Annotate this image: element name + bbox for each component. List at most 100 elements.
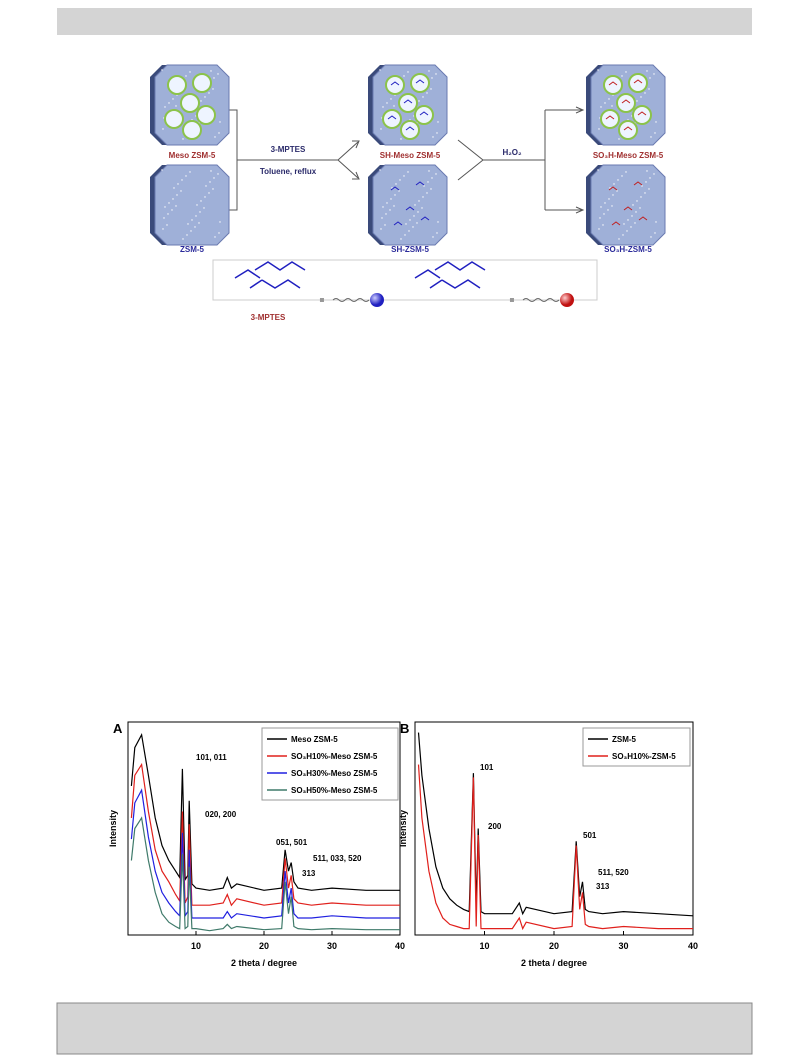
dot	[217, 73, 219, 75]
pore-group	[621, 99, 631, 104]
pore-group	[637, 111, 647, 116]
dot	[431, 77, 433, 79]
dot	[403, 175, 405, 177]
dot	[636, 200, 638, 202]
dot	[641, 185, 643, 187]
dot	[167, 213, 169, 215]
pore-group	[605, 115, 615, 120]
dot	[426, 92, 428, 94]
dot	[219, 121, 221, 123]
scheme-lines	[227, 109, 582, 211]
dot	[416, 222, 418, 224]
annotation: 020, 200	[205, 810, 237, 819]
dot	[209, 181, 211, 183]
dot	[436, 232, 438, 234]
chart: 10 20 30 40 2 theta / degree Intensity A 101, 0…	[108, 721, 405, 968]
dot	[162, 128, 164, 130]
dot	[623, 223, 625, 225]
dot	[430, 88, 432, 90]
dot	[616, 190, 618, 192]
dot	[644, 192, 646, 194]
pore	[182, 120, 202, 140]
pore-group	[405, 126, 415, 131]
dot	[649, 77, 651, 79]
legend-frame	[212, 259, 598, 301]
dot	[426, 192, 428, 194]
dot	[196, 204, 198, 206]
dot	[423, 185, 425, 187]
dot	[635, 211, 637, 213]
dot	[602, 224, 604, 226]
pore	[603, 75, 623, 95]
dot	[407, 71, 409, 73]
dot	[164, 106, 166, 108]
linkers	[332, 298, 560, 302]
dot	[621, 175, 623, 177]
dot	[214, 136, 216, 138]
series-line	[130, 762, 400, 907]
dot	[212, 88, 214, 90]
crystal	[590, 164, 666, 246]
dot	[655, 221, 657, 223]
dot	[634, 222, 636, 224]
dot	[649, 177, 651, 179]
dot	[182, 138, 184, 140]
dot	[413, 215, 415, 217]
panel-label: A	[113, 721, 123, 736]
arrow-heads	[352, 106, 585, 214]
dot	[182, 238, 184, 240]
dot	[213, 77, 215, 79]
pore-group	[623, 126, 633, 131]
dot	[645, 181, 647, 183]
dot	[604, 202, 606, 204]
dot	[618, 138, 620, 140]
pore	[414, 105, 434, 125]
dot	[379, 169, 381, 171]
dot	[393, 205, 395, 207]
dot	[627, 219, 629, 221]
dot	[166, 224, 168, 226]
dot	[175, 105, 177, 107]
annotation: 511, 520	[598, 868, 629, 877]
dot	[432, 236, 434, 238]
dot	[191, 219, 193, 221]
dot	[172, 198, 174, 200]
dot	[163, 217, 165, 219]
y-axis-label: Intensity	[398, 810, 408, 847]
group	[390, 186, 400, 191]
dot	[625, 71, 627, 73]
dot	[608, 198, 610, 200]
dot	[655, 121, 657, 123]
dot	[161, 169, 163, 171]
pore	[618, 120, 638, 140]
dot	[650, 136, 652, 138]
label: Toluene, reflux	[260, 167, 317, 176]
dot	[608, 98, 610, 100]
dot	[204, 96, 206, 98]
dot	[177, 183, 179, 185]
dot	[189, 71, 191, 73]
dot	[389, 209, 391, 211]
legend-label: ZSM-5	[612, 735, 637, 744]
dot	[414, 204, 416, 206]
dot	[435, 173, 437, 175]
dot	[646, 170, 648, 172]
x-axis-label: 2 theta / degree	[231, 958, 297, 968]
dot	[380, 128, 382, 130]
dot	[181, 179, 183, 181]
legend-label: SO₃H50%-Meso ZSM-5	[291, 786, 378, 795]
legend-box	[261, 727, 399, 801]
dot	[171, 209, 173, 211]
dot	[391, 187, 393, 189]
dot	[621, 75, 623, 77]
dot	[208, 92, 210, 94]
dot	[385, 213, 387, 215]
pore	[400, 120, 420, 140]
dot	[189, 171, 191, 173]
dot	[427, 181, 429, 183]
dot	[597, 169, 599, 171]
x-tick-label: 10	[191, 941, 201, 951]
annotation: 313	[302, 869, 316, 878]
dot	[394, 194, 396, 196]
dot	[437, 121, 439, 123]
